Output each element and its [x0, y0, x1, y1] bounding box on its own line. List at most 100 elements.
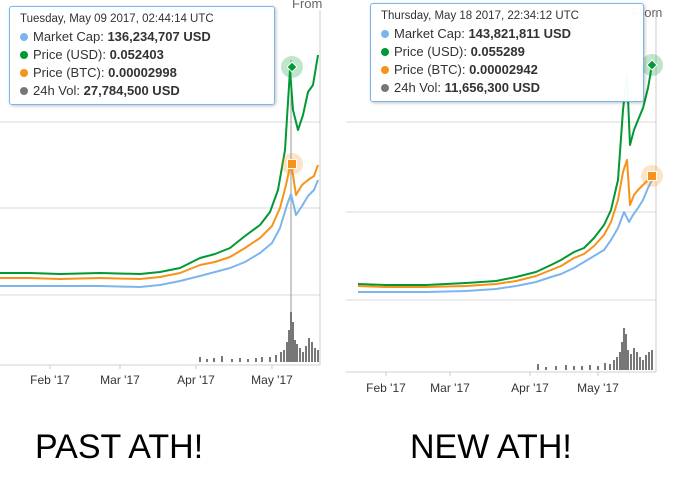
volume-bar — [269, 357, 271, 362]
volume-bar — [609, 364, 611, 370]
volume-bar — [286, 342, 288, 362]
series-dot-icon — [381, 66, 389, 74]
volume-bar — [597, 366, 599, 370]
series-dot-icon — [20, 69, 28, 77]
tooltip-left: Tuesday, May 09 2017, 02:44:14 UTC Marke… — [9, 6, 275, 105]
diamond-marker — [646, 59, 658, 71]
series-line-price_btc — [0, 161, 319, 280]
x-tick-label: Feb '17 — [30, 373, 70, 387]
tooltip-row-price-usd: Price (USD): 0.052403 — [20, 46, 266, 64]
series-line-price_usd — [357, 64, 653, 286]
volume-bar — [239, 358, 241, 362]
tooltip-value: 11,656,300 USD — [444, 80, 541, 95]
series-dot-icon — [20, 51, 28, 59]
x-tick-label: Apr '17 — [177, 373, 215, 387]
volume-bar — [616, 357, 618, 370]
volume-bar — [639, 357, 641, 370]
volume-bar — [317, 350, 319, 362]
series-dot-icon — [381, 30, 389, 38]
tooltip-value: 0.055289 — [470, 44, 525, 59]
x-tick-label: Apr '17 — [511, 381, 549, 395]
series-line-price_usd — [0, 54, 319, 275]
volume-bar — [294, 340, 296, 362]
volume-bar — [642, 360, 644, 370]
chart-panel-left: From Feb '17 Mar '17 Apr '17 May '17 Tuesda… — [0, 0, 335, 400]
volume-bar — [555, 366, 557, 370]
tooltip-value: 0.00002998 — [108, 65, 177, 80]
tooltip-value: 143,821,811 USD — [468, 26, 572, 41]
tooltip-value: 27,784,500 USD — [83, 83, 180, 98]
caption-right: NEW ATH! — [410, 428, 572, 466]
tooltip-label: Price (USD): — [33, 47, 106, 62]
volume-bar — [589, 365, 591, 370]
volume-bar — [314, 348, 316, 362]
volume-bar — [545, 367, 547, 370]
tooltip-row-market-cap: Market Cap: 136,234,707 USD — [20, 28, 266, 46]
tooltip-row-market-cap: Market Cap: 143,821,811 USD — [381, 25, 635, 43]
tooltip-label: Price (BTC): — [33, 65, 105, 80]
tooltip-value: 0.00002942 — [469, 62, 538, 77]
volume-bar — [308, 338, 310, 362]
volume-bar — [299, 348, 301, 362]
square-marker — [647, 171, 657, 181]
volume-bar — [625, 334, 627, 370]
volume-bar — [280, 352, 282, 362]
series-line-market_cap — [0, 179, 319, 288]
tooltip-value: 136,234,707 USD — [107, 29, 211, 44]
volume-bar — [581, 366, 583, 370]
volume-bar — [213, 358, 215, 362]
volume-bar — [288, 330, 290, 362]
volume-bar — [648, 352, 650, 370]
tooltip-label: 24h Vol: — [394, 80, 441, 95]
x-tick-label: May '17 — [251, 373, 293, 387]
volume-bar — [565, 365, 567, 370]
volume-bar — [261, 357, 263, 362]
volume-bar — [573, 366, 575, 370]
price-chart-left: Feb '17 Mar '17 Apr '17 May '17 — [0, 10, 321, 387]
series-dot-icon — [381, 48, 389, 56]
tooltip-row-volume: 24h Vol: 11,656,300 USD — [381, 79, 635, 97]
volume-bar — [296, 344, 298, 362]
x-tick-label: May '17 — [577, 381, 619, 395]
diamond-marker — [286, 61, 298, 73]
tooltip-label: Price (BTC): — [394, 62, 466, 77]
volume-bar — [311, 342, 313, 362]
tooltip-row-price-btc: Price (BTC): 0.00002942 — [381, 61, 635, 79]
volume-bar — [636, 352, 638, 370]
tooltip-label: 24h Vol: — [33, 83, 80, 98]
volume-bar — [537, 364, 539, 370]
volume-bar — [630, 354, 632, 370]
series-line-price_btc — [357, 159, 653, 288]
volume-bar — [221, 356, 223, 362]
caption-left: PAST ATH! — [35, 428, 204, 466]
tooltip-label: Price (USD): — [394, 44, 467, 59]
range-from-label[interactable]: From — [292, 0, 323, 11]
volume-bar — [627, 350, 629, 370]
tooltip-timestamp: Tuesday, May 09 2017, 02:44:14 UTC — [20, 13, 214, 25]
square-marker — [287, 159, 297, 169]
volume-bar — [255, 358, 257, 362]
series-dot-icon — [20, 87, 28, 95]
volume-bar — [247, 359, 249, 362]
volume-bar — [231, 359, 233, 362]
chart-panel-right: From Feb '17 Mar '17 Apr '17 May '17 Thursd… — [346, 0, 676, 400]
volume-bar — [283, 350, 285, 362]
series-dot-icon — [381, 84, 389, 92]
volume-bar — [651, 350, 653, 370]
volume-bar — [305, 346, 307, 362]
tooltip-label: Market Cap: — [33, 29, 104, 44]
volume-bar — [621, 342, 623, 370]
tooltip-timestamp: Thursday, May 18 2017, 22:34:12 UTC — [381, 10, 579, 22]
volume-bar — [619, 352, 621, 370]
tooltip-row-price-btc: Price (BTC): 0.00002998 — [20, 64, 266, 82]
x-tick-label: Mar '17 — [100, 373, 140, 387]
volume-bar — [645, 355, 647, 370]
volume-bar — [290, 312, 292, 362]
price-chart-right: Feb '17 Mar '17 Apr '17 May '17 — [346, 10, 663, 395]
volume-bar — [275, 355, 277, 362]
series-dot-icon — [20, 33, 28, 41]
volume-bar — [302, 352, 304, 362]
tooltip-right: Thursday, May 18 2017, 22:34:12 UTC Mark… — [370, 3, 644, 102]
volume-bar — [292, 322, 294, 362]
x-tick-label: Feb '17 — [366, 381, 406, 395]
